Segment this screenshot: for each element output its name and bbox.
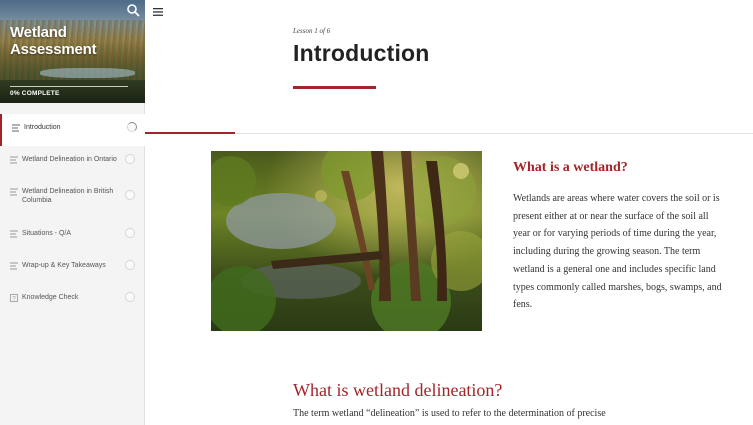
nav-item-label: Wrap-up & Key Takeaways — [22, 261, 120, 270]
lines-icon — [10, 156, 18, 164]
nav-item-label: Wetland Delineation in Ontario — [22, 155, 120, 164]
section-paragraph: Wetlands are areas where water covers th… — [513, 190, 727, 314]
question-icon: ? — [10, 294, 18, 302]
nav-item-label: Situations - Q/A — [22, 229, 120, 238]
nav-item-label: Wetland Delineation in British Columbia — [22, 187, 120, 205]
lesson-progress-track — [145, 133, 753, 134]
progress-status-icon — [125, 228, 135, 238]
course-title: Wetland Assessment — [10, 24, 130, 58]
hamburger-menu-icon[interactable] — [153, 8, 163, 16]
lesson-counter: Lesson 1 of 6 — [293, 27, 330, 35]
progress-status-icon — [125, 260, 135, 270]
lines-icon — [10, 188, 18, 196]
nav-item-wrap-up[interactable]: Wrap-up & Key Takeaways — [0, 252, 145, 284]
section-heading: What is wetland delineation? — [293, 380, 502, 401]
lines-icon — [10, 262, 18, 270]
progress-label: 0% COMPLETE — [10, 90, 60, 97]
nav-item-label: Knowledge Check — [22, 293, 120, 302]
nav-item-label: Introduction — [24, 123, 122, 132]
section-heading: What is a wetland? — [513, 160, 628, 176]
section-paragraph: The term wetland “delineation” is used t… — [293, 405, 733, 423]
lines-icon — [12, 124, 20, 132]
progress-status-icon — [127, 122, 137, 132]
nav-item-situations[interactable]: Situations - Q/A — [0, 220, 145, 252]
nav-item-introduction[interactable]: Introduction — [0, 114, 145, 146]
wetland-photo — [211, 151, 482, 331]
title-underline — [293, 86, 376, 89]
course-sidebar: Wetland Assessment 0% COMPLETE Introduct… — [0, 0, 145, 425]
course-header-image: Wetland Assessment 0% COMPLETE — [0, 0, 145, 103]
search-icon[interactable] — [126, 3, 140, 17]
lesson-title: Introduction — [293, 40, 430, 67]
wetland-illustration — [211, 151, 482, 331]
progress-status-icon — [125, 292, 135, 302]
progress-status-icon — [125, 154, 135, 164]
nav-item-british-columbia[interactable]: Wetland Delineation in British Columbia — [0, 178, 145, 220]
lesson-progress-fill — [145, 132, 235, 134]
progress-bar — [10, 86, 128, 87]
water-patch — [40, 68, 135, 78]
nav-item-knowledge-check[interactable]: ? Knowledge Check — [0, 284, 145, 316]
progress-status-icon — [125, 190, 135, 200]
lesson-content: Lesson 1 of 6 Introduction — [145, 0, 753, 425]
lines-icon — [10, 230, 18, 238]
lesson-nav: Introduction Wetland Delineation in Onta… — [0, 114, 145, 316]
nav-item-ontario[interactable]: Wetland Delineation in Ontario — [0, 146, 145, 178]
